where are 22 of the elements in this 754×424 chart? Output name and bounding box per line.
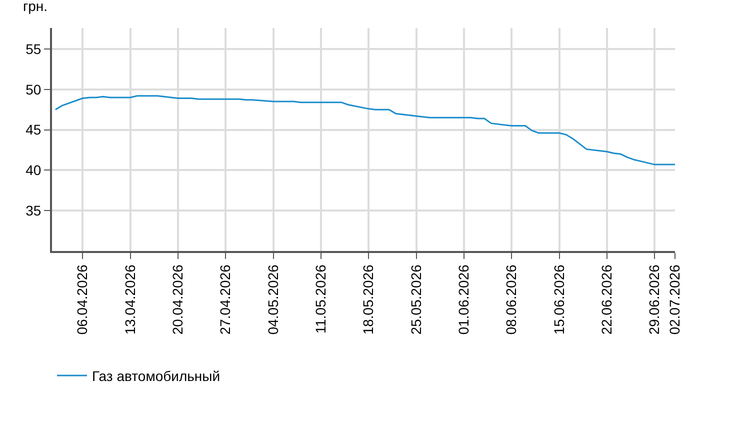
- y-tick-label: 45: [26, 122, 42, 138]
- line-series: [54, 95, 675, 166]
- y-axis-title: грн.: [23, 0, 48, 14]
- x-tick-label: 13.04.2026: [122, 264, 138, 335]
- x-tick-label: 06.04.2026: [74, 264, 90, 335]
- x-tick-label: 04.05.2026: [264, 264, 281, 335]
- x-tick-label: 22.06.2026: [598, 264, 614, 335]
- x-tick-label: 27.04.2026: [217, 264, 234, 335]
- x-tick-label: 11.05.2026: [312, 264, 328, 334]
- x-tick-label: 02.07.2026: [666, 264, 683, 335]
- y-tick-label: 50: [26, 81, 42, 98]
- legend-label: Газ автомобильный: [92, 368, 220, 384]
- x-tick-label: 29.06.2026: [646, 264, 662, 335]
- x-tick-label: 08.06.2026: [503, 264, 520, 335]
- x-tick-label: 20.04.2026: [170, 264, 186, 335]
- x-tick-label: 01.06.2026: [455, 264, 472, 335]
- x-tick-label: 18.05.2026: [360, 264, 376, 335]
- y-tick-label: 40: [26, 162, 42, 178]
- x-tick-label: 15.06.2026: [550, 264, 567, 335]
- y-tick-label: 35: [26, 202, 42, 218]
- x-tick-label: 25.05.2026: [408, 264, 424, 335]
- y-tick-label: 55: [26, 40, 42, 57]
